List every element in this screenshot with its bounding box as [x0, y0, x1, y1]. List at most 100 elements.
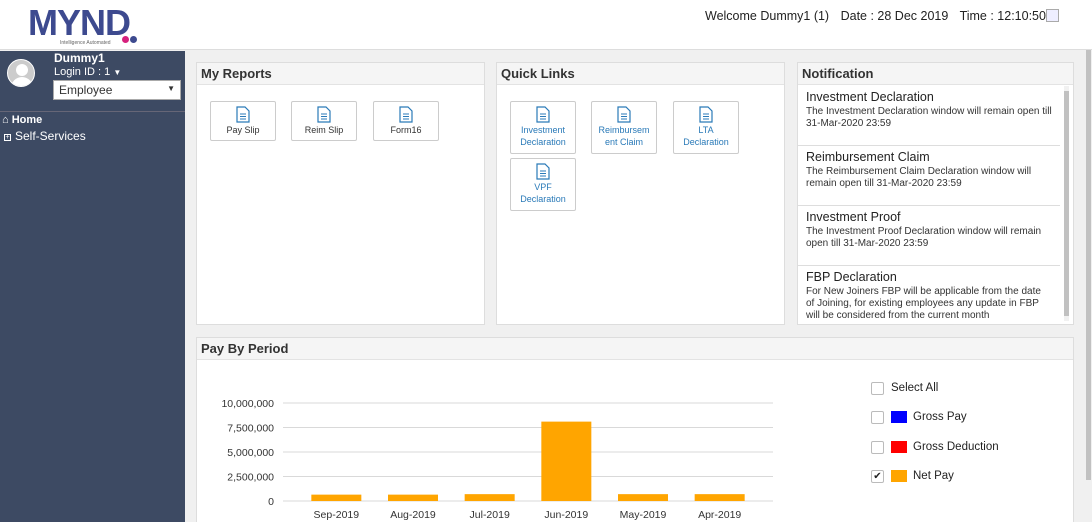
y-tick-label: 5,000,000	[227, 447, 274, 459]
role-select[interactable]: Employee ▼	[53, 80, 181, 100]
bar-sep-2019	[311, 494, 362, 501]
gross-deduction-checkbox[interactable]	[871, 441, 884, 454]
legend-gross-deduction[interactable]: Gross Deduction	[871, 441, 999, 457]
user-name: Dummy1	[54, 51, 105, 65]
document-icon	[617, 106, 631, 123]
legend-label: Gross Deduction	[913, 441, 999, 453]
logo-dots	[122, 30, 138, 48]
vpf-declaration-tile[interactable]: VPF Declaration	[510, 158, 576, 211]
legend-select-all[interactable]: Select All	[871, 382, 991, 398]
sidebar: Dummy1 Login ID : 1 ▼ Employee ▼ ⌂ Home …	[0, 51, 185, 522]
y-tick-label: 7,500,000	[227, 423, 274, 435]
net-pay-checkbox[interactable]: ✔	[871, 470, 884, 483]
notification-text: The Investment Declaration window will r…	[806, 106, 1052, 129]
reimbursement-claim-tile[interactable]: Reimbursem ent Claim	[591, 101, 657, 154]
panel-title: Pay By Period	[197, 338, 1073, 360]
login-id-menu[interactable]: Login ID : 1 ▼	[54, 66, 121, 78]
notification-item[interactable]: Investment Proof The Investment Proof De…	[798, 206, 1060, 266]
logo-text: MYND	[28, 2, 131, 43]
time-text: Time : 12:10:50	[959, 9, 1046, 23]
sidebar-item-self-services[interactable]: + Self-Services	[4, 129, 86, 143]
tile-label-line1: Reimbursem	[598, 125, 650, 135]
my-reports-panel: My Reports Pay Slip Reim Slip Form16	[196, 62, 485, 325]
lta-declaration-tile[interactable]: LTA Declaration	[673, 101, 739, 154]
date-text: Date : 28 Dec 2019	[840, 9, 949, 23]
x-tick-label: Jun-2019	[544, 509, 588, 521]
login-id-label: Login ID : 1	[54, 66, 111, 78]
legend-label: Select All	[891, 382, 939, 394]
bar-jul-2019	[464, 494, 515, 501]
legend-swatch	[891, 411, 907, 423]
document-icon	[699, 106, 713, 123]
notification-title: Investment Declaration	[806, 90, 934, 104]
document-icon	[399, 106, 413, 123]
broken-image-icon[interactable]	[1046, 9, 1059, 22]
page-scrollbar[interactable]	[1084, 50, 1092, 522]
bar-may-2019	[618, 494, 668, 501]
tile-label: Reim Slip	[304, 125, 344, 135]
reim-slip-tile[interactable]: Reim Slip	[291, 101, 357, 141]
pay-slip-tile[interactable]: Pay Slip	[210, 101, 276, 141]
panel-title: My Reports	[197, 63, 484, 85]
x-tick-label: Apr-2019	[698, 509, 741, 521]
header-bar: MYND Intelligence Automated Welcome Dumm…	[0, 0, 1092, 50]
panel-title: Quick Links	[497, 63, 784, 85]
notification-title: FBP Declaration	[806, 270, 897, 284]
chevron-down-icon: ▼	[167, 84, 175, 93]
y-tick-label: 10,000,000	[221, 398, 274, 410]
x-tick-label: Jul-2019	[470, 509, 510, 521]
tile-label: Form16	[390, 125, 422, 135]
tile-label-line2: ent Claim	[604, 137, 643, 147]
sidebar-item-label: Self-Services	[15, 129, 86, 143]
gross-pay-checkbox[interactable]	[871, 411, 884, 424]
bar-jun-2019	[541, 421, 592, 501]
notification-scrollbar-thumb[interactable]	[1064, 91, 1069, 316]
legend-gross-pay[interactable]: Gross Pay	[871, 411, 991, 427]
avatar[interactable]	[7, 59, 35, 87]
notification-item[interactable]: FBP Declaration For New Joiners FBP will…	[798, 266, 1060, 323]
company-logo[interactable]: MYND Intelligence Automated	[28, 2, 148, 48]
pay-chart: 0 2,500,000 5,000,000 7,500,000 10,000,000 Se…	[221, 398, 773, 521]
tile-label-line2: Declaration	[520, 194, 566, 204]
legend-label: Gross Pay	[913, 411, 967, 423]
legend-net-pay[interactable]: ✔ Net Pay	[871, 470, 991, 486]
expand-icon: +	[4, 134, 11, 141]
tile-label-line1: Investment	[520, 125, 566, 135]
bar-apr-2019	[694, 494, 745, 501]
x-tick-label: Sep-2019	[314, 509, 360, 521]
y-tick-label: 2,500,000	[227, 472, 274, 484]
caret-down-icon: ▼	[113, 68, 122, 77]
quick-links-panel: Quick Links Investment Declaration Reimb…	[496, 62, 785, 325]
tile-label-line2: Declaration	[683, 137, 729, 147]
select-all-checkbox[interactable]	[871, 382, 884, 395]
document-icon	[236, 106, 250, 123]
bar-aug-2019	[388, 494, 438, 501]
x-tick-label: Aug-2019	[390, 509, 436, 521]
document-icon	[536, 163, 550, 180]
y-tick-label: 0	[268, 496, 274, 508]
document-icon	[536, 106, 550, 123]
form16-tile[interactable]: Form16	[373, 101, 439, 141]
legend-swatch	[891, 441, 907, 453]
notification-panel: Notification Investment Declaration The …	[797, 62, 1074, 325]
role-select-value: Employee	[59, 83, 113, 97]
sidebar-item-home[interactable]: ⌂ Home	[2, 114, 42, 126]
investment-declaration-tile[interactable]: Investment Declaration	[510, 101, 576, 154]
legend-swatch	[891, 470, 907, 482]
notification-list[interactable]: Investment Declaration The Investment De…	[798, 86, 1060, 323]
panel-title: Notification	[798, 63, 1073, 85]
notification-text: The Investment Proof Declaration window …	[806, 226, 1042, 249]
notification-title: Reimbursement Claim	[806, 150, 930, 164]
logo-tagline: Intelligence Automated	[60, 40, 111, 46]
tile-label-line2: Declaration	[520, 137, 566, 147]
tile-label-line1: LTA	[698, 125, 714, 135]
header-info: Welcome Dummy1 (1) Date : 28 Dec 2019 Ti…	[705, 9, 1054, 23]
notification-item[interactable]: Reimbursement Claim The Reimbursement Cl…	[798, 146, 1060, 206]
notification-title: Investment Proof	[806, 210, 901, 224]
page-scrollbar-thumb[interactable]	[1086, 50, 1091, 480]
pay-by-period-panel: Pay By Period 0 2,500,000 5,000,000 7,500,0…	[196, 337, 1074, 522]
notification-scrollbar[interactable]	[1064, 86, 1069, 321]
sidebar-divider	[0, 111, 185, 112]
home-icon: ⌂	[2, 114, 9, 126]
notification-item[interactable]: Investment Declaration The Investment De…	[798, 86, 1060, 146]
